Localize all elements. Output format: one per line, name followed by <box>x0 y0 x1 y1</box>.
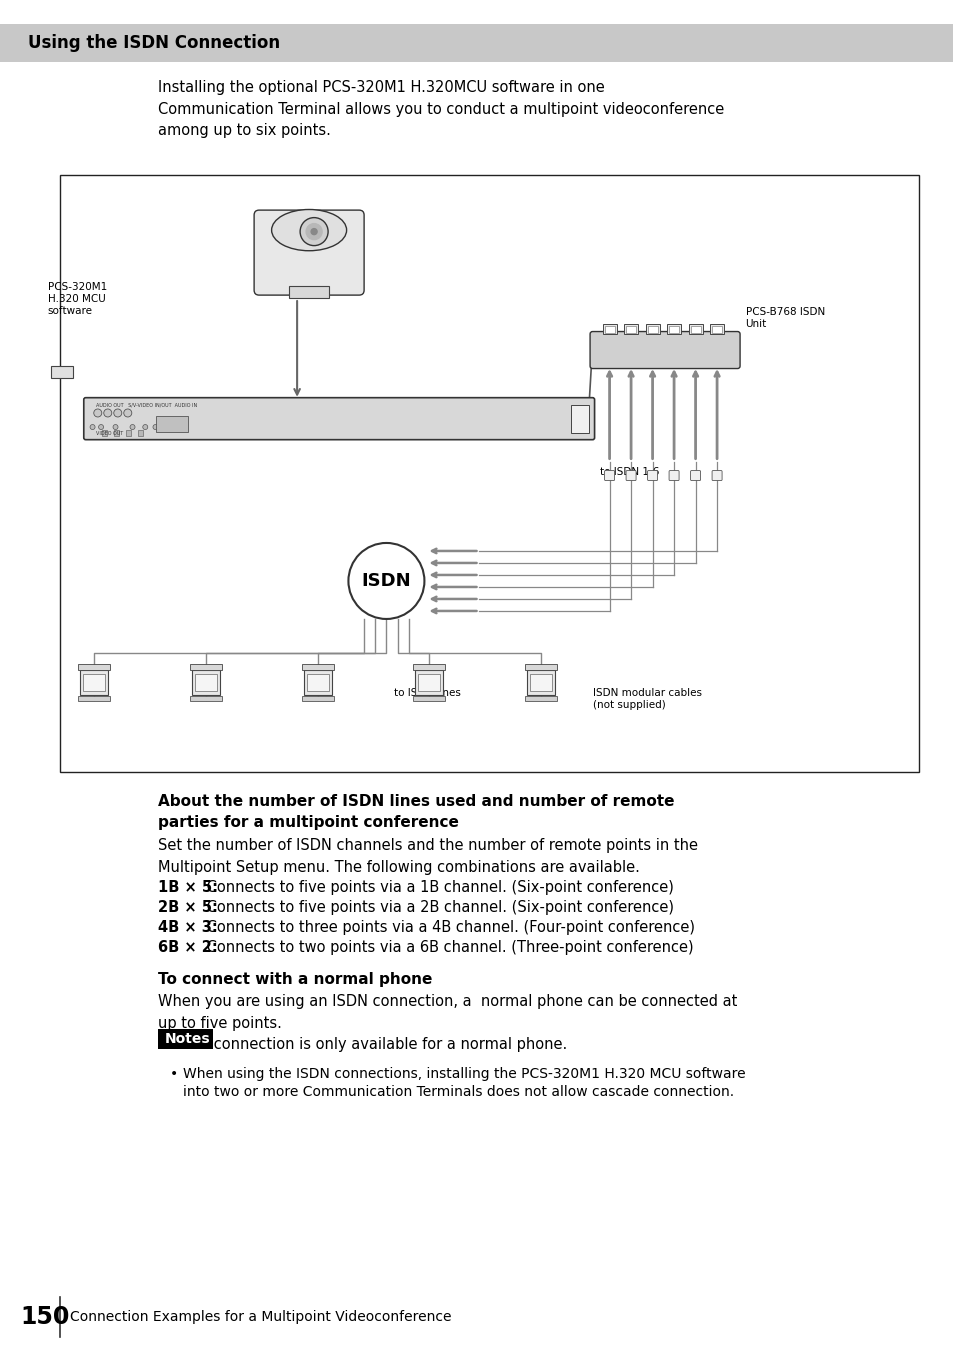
Circle shape <box>306 223 322 239</box>
Bar <box>647 326 657 333</box>
Text: 150: 150 <box>20 1305 70 1329</box>
Bar <box>78 664 111 671</box>
Circle shape <box>112 425 118 430</box>
Text: VIDEO OUT: VIDEO OUT <box>95 431 123 435</box>
Circle shape <box>152 425 158 430</box>
Bar <box>668 326 679 333</box>
FancyBboxPatch shape <box>590 331 740 369</box>
Bar <box>602 324 616 334</box>
FancyBboxPatch shape <box>690 470 700 480</box>
Circle shape <box>98 425 104 430</box>
Bar <box>158 1029 213 1049</box>
Bar <box>190 664 222 671</box>
Bar <box>524 696 557 700</box>
Bar <box>301 696 334 700</box>
Circle shape <box>124 408 132 416</box>
Text: parties for a multipoint conference: parties for a multipoint conference <box>158 815 458 830</box>
Text: Using the ISDN Connection: Using the ISDN Connection <box>28 34 280 51</box>
Bar <box>604 326 614 333</box>
Bar <box>709 324 723 334</box>
FancyBboxPatch shape <box>647 470 657 480</box>
Text: 4B × 3:: 4B × 3: <box>158 919 217 936</box>
Bar <box>711 326 721 333</box>
Bar <box>413 696 445 700</box>
Circle shape <box>93 408 102 416</box>
Bar <box>625 326 636 333</box>
Bar <box>192 671 220 695</box>
Text: PCS-B768 ISDN
Unit: PCS-B768 ISDN Unit <box>745 307 824 329</box>
Text: Connects to five points via a 2B channel. (Six-point conference): Connects to five points via a 2B channel… <box>202 900 673 915</box>
Text: into two or more Communication Terminals does not allow cascade connection.: into two or more Communication Terminals… <box>183 1086 734 1099</box>
Bar <box>415 671 443 695</box>
Bar <box>301 664 334 671</box>
Bar <box>60 174 918 772</box>
Circle shape <box>348 544 424 619</box>
Bar <box>80 671 109 695</box>
FancyBboxPatch shape <box>711 470 721 480</box>
Bar <box>306 675 329 691</box>
Text: to ISDN lines: to ISDN lines <box>394 688 461 699</box>
Bar <box>83 675 105 691</box>
Bar <box>645 324 659 334</box>
Bar <box>102 430 107 435</box>
FancyBboxPatch shape <box>625 470 636 480</box>
Bar <box>524 664 557 671</box>
FancyBboxPatch shape <box>84 397 594 439</box>
Circle shape <box>113 408 122 416</box>
Bar <box>688 324 701 334</box>
Text: ISDN: ISDN <box>361 572 411 589</box>
Text: AUDIO OUT   S/V-VIDEO IN/OUT  AUDIO IN: AUDIO OUT S/V-VIDEO IN/OUT AUDIO IN <box>95 403 197 408</box>
Bar <box>570 404 588 433</box>
Bar <box>303 671 332 695</box>
Bar <box>0 24 953 62</box>
Text: to ISDN 1-6: to ISDN 1-6 <box>598 466 659 476</box>
Text: Notes: Notes <box>165 1032 211 1046</box>
Text: Installing the optional PCS-320M1 H.320MCU software in one
Communication Termina: Installing the optional PCS-320M1 H.320M… <box>158 80 723 138</box>
Text: When you are using an ISDN connection, a  normal phone can be connected at
up to: When you are using an ISDN connection, a… <box>158 994 737 1052</box>
Text: About the number of ISDN lines used and number of remote: About the number of ISDN lines used and … <box>158 794 674 808</box>
Text: ISDN modular cables
(not supplied): ISDN modular cables (not supplied) <box>592 688 700 710</box>
Circle shape <box>143 425 148 430</box>
Bar <box>623 324 638 334</box>
FancyBboxPatch shape <box>668 470 679 480</box>
FancyBboxPatch shape <box>253 210 364 295</box>
Bar <box>413 664 445 671</box>
Bar <box>690 326 700 333</box>
Bar <box>526 671 555 695</box>
Bar <box>530 675 552 691</box>
Text: •: • <box>170 1067 178 1082</box>
Text: 6B × 2:: 6B × 2: <box>158 940 217 955</box>
Bar <box>289 287 329 297</box>
Bar <box>126 430 131 435</box>
Circle shape <box>300 218 328 246</box>
Bar <box>51 366 72 379</box>
Bar <box>155 415 188 431</box>
Text: 2B × 5:: 2B × 5: <box>158 900 217 915</box>
Text: When using the ISDN connections, installing the PCS-320M1 H.320 MCU software: When using the ISDN connections, install… <box>183 1067 745 1082</box>
Circle shape <box>130 425 135 430</box>
Bar <box>113 430 118 435</box>
Text: Set the number of ISDN channels and the number of remote points in the
Multipoin: Set the number of ISDN channels and the … <box>158 838 698 875</box>
FancyBboxPatch shape <box>604 470 614 480</box>
Bar <box>418 675 440 691</box>
Bar <box>78 696 111 700</box>
Circle shape <box>104 408 112 416</box>
Text: Connects to two points via a 6B channel. (Three-point conference): Connects to two points via a 6B channel.… <box>202 940 693 955</box>
Text: PCS-320M1
H.320 MCU
software: PCS-320M1 H.320 MCU software <box>48 283 107 315</box>
Text: Connects to three points via a 4B channel. (Four-point conference): Connects to three points via a 4B channe… <box>202 919 695 936</box>
Text: 1B × 5:: 1B × 5: <box>158 880 218 895</box>
Bar <box>190 696 222 700</box>
Bar <box>137 430 143 435</box>
Ellipse shape <box>272 210 346 250</box>
Text: Connects to five points via a 1B channel. (Six-point conference): Connects to five points via a 1B channel… <box>202 880 673 895</box>
Bar <box>666 324 680 334</box>
Text: To connect with a normal phone: To connect with a normal phone <box>158 972 432 987</box>
Circle shape <box>311 228 316 235</box>
Circle shape <box>90 425 95 430</box>
Text: Connection Examples for a Multipoint Videoconference: Connection Examples for a Multipoint Vid… <box>70 1310 451 1324</box>
Bar <box>194 675 216 691</box>
